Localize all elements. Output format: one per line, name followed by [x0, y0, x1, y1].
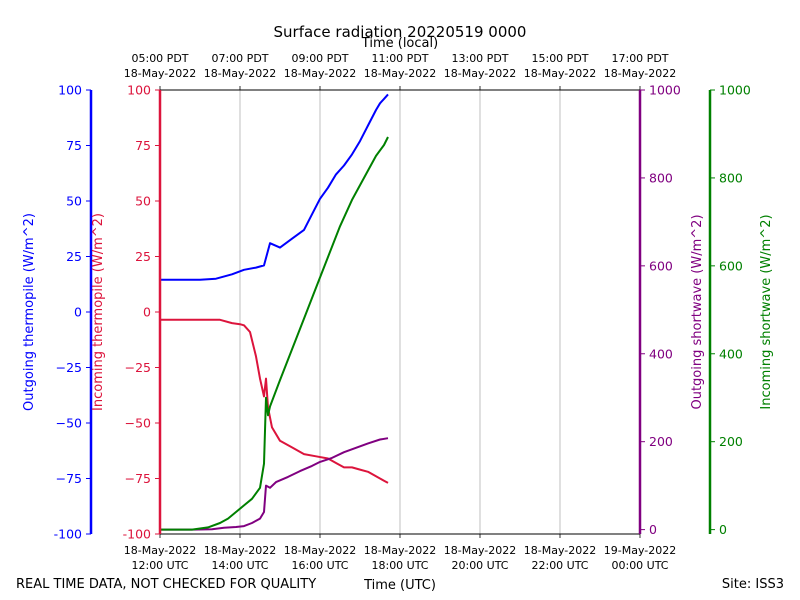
top-tick-time: 11:00 PDT — [371, 52, 428, 65]
y-axes: -100 −75 −50 −25 0 25 50 75 100 Outgoing thermopi… — [22, 83, 774, 542]
top-tick-date: 18-May-2022 — [124, 67, 196, 80]
y-tick-label: −25 — [56, 360, 82, 375]
y-tick-label: 600 — [649, 258, 673, 273]
y-axis-label: Incoming shortwave (W/m^2) — [759, 214, 774, 409]
y-tick-label: −75 — [125, 471, 151, 486]
x-tick-date: 18-May-2022 — [444, 544, 516, 557]
chart-title: Surface radiation 20220519 0000 — [274, 23, 527, 41]
y-axis-label: Outgoing thermopile (W/m^2) — [22, 213, 37, 411]
y-tick-label: −50 — [125, 416, 151, 431]
top-tick-date: 18-May-2022 — [444, 67, 516, 80]
x-axis-label: Time (UTC) — [363, 578, 436, 593]
x-tick-date: 18-May-2022 — [124, 544, 196, 557]
series-layer — [160, 93, 389, 531]
x-tick-utc: 18:00 UTC — [371, 559, 428, 572]
y-tick-label: 100 — [58, 83, 82, 98]
top-tick-time: 07:00 PDT — [211, 52, 268, 65]
y-tick-label: 75 — [135, 138, 151, 153]
x-tick-date: 18-May-2022 — [364, 544, 436, 557]
x-tick-utc: 12:00 UTC — [131, 559, 188, 572]
y-tick-label: 200 — [719, 434, 743, 449]
vertical-gridlines — [239, 90, 561, 534]
y-tick-label: 800 — [719, 170, 743, 185]
y-tick-label: 0 — [74, 305, 82, 320]
x-tick-date: 18-May-2022 — [204, 544, 276, 557]
y-tick-label: −25 — [125, 360, 151, 375]
top-tick-date: 18-May-2022 — [284, 67, 356, 80]
y-tick-label: 400 — [649, 346, 673, 361]
y-tick-label: 600 — [719, 258, 743, 273]
y-tick-label: 50 — [135, 194, 151, 209]
y-tick-label: -100 — [123, 527, 151, 542]
x-tick-utc: 14:00 UTC — [211, 559, 268, 572]
y-tick-label: 100 — [127, 83, 151, 98]
incoming_shortwave-axis: 0 200 400 600 800 1000 Incoming shortwave (W/m… — [708, 83, 774, 537]
y-tick-label: 800 — [649, 170, 673, 185]
y-tick-label: 0 — [719, 522, 727, 537]
x-tick-date: 19-May-2022 — [604, 544, 676, 557]
top-tick-date: 18-May-2022 — [204, 67, 276, 80]
site-label: Site: ISS3 — [722, 577, 784, 592]
top-tick-time: 09:00 PDT — [291, 52, 348, 65]
outgoing_shortwave-axis: 0 200 400 600 800 1000 Outgoing shortwave (W/m… — [638, 83, 705, 537]
x-tick-utc: 22:00 UTC — [531, 559, 588, 572]
x-tick-date: 18-May-2022 — [284, 544, 356, 557]
y-axis-label: Incoming thermopile (W/m^2) — [91, 213, 106, 411]
y-tick-label: 200 — [649, 434, 673, 449]
y-tick-label: 50 — [66, 194, 82, 209]
quality-disclaimer: REAL TIME DATA, NOT CHECKED FOR QUALITY — [16, 577, 316, 592]
top-tick-time: 17:00 PDT — [611, 52, 668, 65]
outgoing_thermopile-axis: -100 −75 −50 −25 0 25 50 75 100 Outgoing thermopi… — [22, 83, 93, 542]
y-tick-label: 75 — [66, 138, 82, 153]
y-tick-label: -100 — [54, 527, 82, 542]
top-tick-time: 15:00 PDT — [531, 52, 588, 65]
y-tick-label: 25 — [135, 249, 151, 264]
top-axis-label: Time (local) — [361, 36, 438, 51]
top-tick-date: 18-May-2022 — [364, 67, 436, 80]
incoming_thermopile-axis: -100 −75 −50 −25 0 25 50 75 100 Incoming thermopi… — [91, 83, 162, 542]
y-axis-label: Outgoing shortwave (W/m^2) — [690, 214, 705, 409]
series-outgoing-shortwave — [160, 437, 389, 531]
top-tick-time: 13:00 PDT — [451, 52, 508, 65]
x-axis-ticks: 18-May-2022 12:00 UTC 05:00 PDT 18-May-2022… — [124, 52, 676, 572]
x-tick-utc: 16:00 UTC — [291, 559, 348, 572]
y-tick-label: 400 — [719, 346, 743, 361]
y-tick-label: −50 — [56, 416, 82, 431]
series-outgoing-thermopile — [160, 93, 389, 281]
x-tick-date: 18-May-2022 — [524, 544, 596, 557]
y-tick-label: 0 — [649, 522, 657, 537]
top-tick-date: 18-May-2022 — [604, 67, 676, 80]
x-tick-utc: 00:00 UTC — [611, 559, 668, 572]
top-tick-time: 05:00 PDT — [131, 52, 188, 65]
y-tick-label: 1000 — [719, 83, 751, 98]
y-tick-label: 25 — [66, 249, 82, 264]
top-tick-date: 18-May-2022 — [524, 67, 596, 80]
series-incoming-shortwave — [160, 136, 389, 531]
y-tick-label: 1000 — [649, 83, 681, 98]
series-incoming-thermopile — [160, 318, 389, 484]
y-tick-label: 0 — [143, 305, 151, 320]
y-tick-label: −75 — [56, 471, 82, 486]
x-tick-utc: 20:00 UTC — [451, 559, 508, 572]
